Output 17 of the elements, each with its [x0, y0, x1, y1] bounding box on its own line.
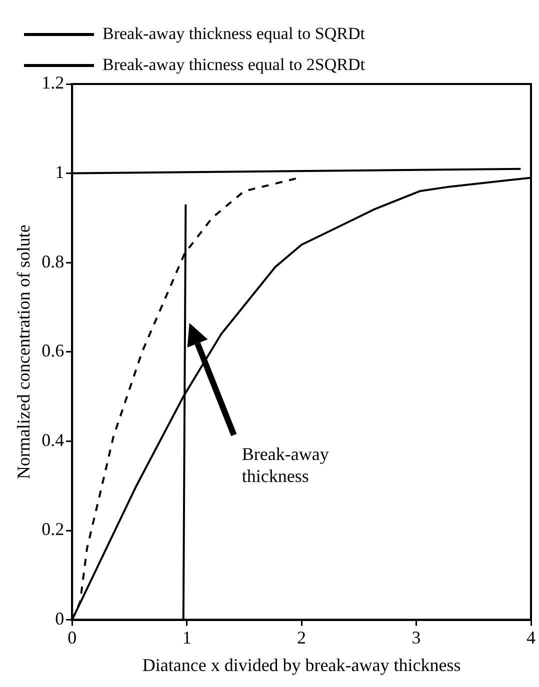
- y-tick-label: 0: [55, 608, 64, 629]
- legend-label: Break-away thickness equal to SQRDt: [102, 24, 366, 43]
- y-tick-label: 1: [55, 162, 64, 182]
- x-axis-title: Diatance x divided by break-away thickness: [142, 654, 461, 675]
- x-tick-label: 3: [412, 627, 421, 648]
- y-tick-label: 0.4: [42, 430, 64, 450]
- x-tick-label: 4: [526, 627, 536, 648]
- x-tick-label: 1: [182, 627, 192, 648]
- annotation: Break-away thickness: [242, 442, 330, 487]
- legend-label: Break-away thicness equal to 2SQRDt: [102, 54, 366, 74]
- y-tick-label: 0.8: [42, 251, 64, 272]
- x-tick-label: 0: [68, 627, 77, 648]
- y-tick-label: 0.6: [42, 340, 64, 361]
- y-tick-label: 0.2: [42, 519, 64, 540]
- x-tick-label: 2: [297, 627, 306, 648]
- y-tick-label: 1.2: [42, 72, 64, 93]
- y-axis-title: Normalized concentration of solute: [14, 224, 34, 480]
